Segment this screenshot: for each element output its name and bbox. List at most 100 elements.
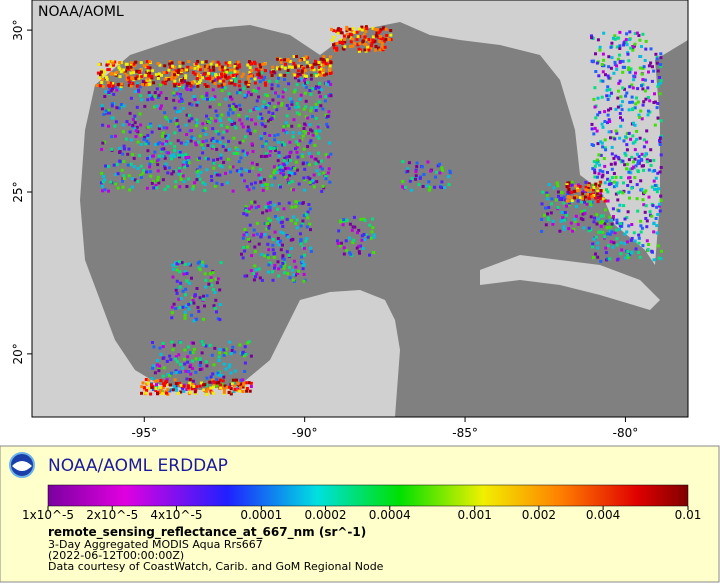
reflectance-pixel (604, 148, 608, 152)
reflectance-pixel (250, 62, 254, 66)
reflectance-pixel (543, 213, 546, 217)
reflectance-pixel (250, 142, 254, 146)
map-frame (31, 0, 689, 418)
reflectance-pixel (248, 80, 251, 83)
reflectance-pixel (238, 141, 242, 145)
reflectance-pixel (191, 187, 195, 191)
reflectance-pixel (406, 169, 410, 173)
reflectance-pixel (571, 229, 574, 233)
reflectance-pixel (290, 205, 294, 209)
reflectance-pixel (208, 68, 212, 72)
reflectance-pixel (214, 119, 218, 123)
reflectance-pixel (244, 80, 248, 84)
reflectance-pixel (363, 219, 367, 223)
reflectance-pixel (304, 85, 308, 89)
reflectance-pixel (189, 372, 193, 376)
reflectance-pixel (302, 57, 306, 61)
reflectance-pixel (304, 81, 308, 85)
reflectance-pixel (264, 83, 268, 87)
reflectance-pixel (159, 149, 163, 153)
reflectance-pixel (610, 176, 614, 180)
reflectance-pixel (295, 140, 299, 144)
reflectance-pixel (401, 185, 404, 189)
reflectance-pixel (245, 389, 249, 393)
reflectance-pixel (150, 160, 154, 164)
reflectance-pixel (590, 34, 593, 38)
reflectance-pixel (638, 136, 642, 140)
reflectance-pixel (136, 179, 140, 183)
reflectance-pixel (146, 69, 150, 73)
reflectance-pixel (596, 186, 600, 190)
reflectance-pixel (325, 58, 329, 62)
reflectance-pixel (561, 216, 565, 220)
reflectance-pixel (215, 173, 219, 177)
reflectance-pixel (629, 137, 633, 141)
reflectance-pixel (345, 27, 349, 31)
reflectance-pixel (342, 252, 346, 256)
reflectance-pixel (135, 69, 139, 73)
reflectance-pixel (319, 165, 323, 169)
reflectance-pixel (241, 139, 245, 143)
reflectance-pixel (278, 67, 282, 71)
reflectance-pixel (277, 202, 281, 206)
reflectance-pixel (631, 86, 635, 90)
reflectance-pixel (592, 220, 596, 224)
reflectance-pixel (627, 131, 631, 135)
reflectance-pixel (170, 157, 173, 161)
reflectance-pixel (110, 135, 114, 139)
reflectance-pixel (292, 61, 296, 65)
reflectance-pixel (185, 185, 189, 188)
reflectance-pixel (653, 169, 657, 173)
reflectance-pixel (259, 137, 263, 141)
reflectance-pixel (158, 63, 162, 67)
reflectance-pixel (593, 86, 597, 90)
reflectance-pixel (581, 212, 585, 216)
reflectance-pixel (576, 189, 580, 193)
reflectance-pixel (362, 33, 366, 37)
reflectance-pixel (636, 209, 640, 213)
reflectance-pixel (646, 248, 650, 252)
reflectance-pixel (332, 46, 336, 50)
reflectance-pixel (273, 134, 277, 138)
reflectance-pixel (615, 218, 619, 222)
reflectance-pixel (202, 146, 205, 150)
reflectance-pixel (291, 135, 295, 139)
reflectance-pixel (581, 192, 585, 196)
reflectance-pixel (151, 69, 155, 73)
reflectance-pixel (110, 147, 114, 151)
reflectance-pixel (606, 85, 610, 89)
reflectance-pixel (659, 257, 663, 261)
reflectance-pixel (179, 178, 183, 181)
reflectance-pixel (357, 244, 361, 248)
reflectance-pixel (192, 319, 196, 323)
reflectance-pixel (624, 256, 627, 260)
reflectance-pixel (178, 270, 182, 274)
reflectance-pixel (638, 255, 642, 259)
reflectance-pixel (276, 260, 280, 264)
reflectance-pixel (105, 75, 108, 79)
reflectance-pixel (170, 172, 174, 176)
reflectance-pixel (362, 42, 366, 46)
reflectance-pixel (194, 357, 198, 361)
reflectance-pixel (129, 71, 133, 75)
reflectance-pixel (607, 118, 611, 122)
reflectance-pixel (356, 35, 360, 39)
reflectance-pixel (647, 64, 651, 68)
reflectance-pixel (440, 166, 444, 170)
reflectance-pixel (165, 126, 169, 130)
reflectance-pixel (101, 184, 104, 188)
reflectance-pixel (184, 74, 188, 78)
reflectance-pixel (627, 190, 631, 194)
reflectance-pixel (101, 123, 105, 127)
reflectance-pixel (373, 27, 377, 31)
reflectance-pixel (290, 180, 294, 184)
reflectance-pixel (599, 140, 603, 144)
reflectance-pixel (173, 73, 177, 77)
reflectance-pixel (178, 155, 181, 159)
reflectance-pixel (229, 79, 233, 83)
reflectance-pixel (178, 285, 182, 289)
reflectance-pixel (653, 100, 657, 104)
reflectance-pixel (168, 389, 172, 393)
reflectance-pixel (235, 72, 239, 76)
reflectance-pixel (550, 197, 554, 201)
